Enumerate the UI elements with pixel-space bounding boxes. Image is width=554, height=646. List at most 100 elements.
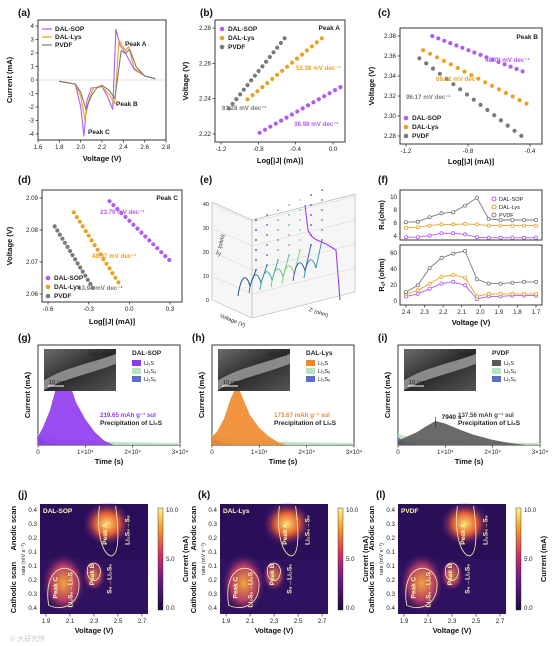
ylabel-cathodic: Cathodic scan [9, 562, 18, 614]
legend-text: Li₂S₆ [504, 377, 516, 383]
eis-point [321, 219, 323, 221]
legend-text-pvdf: PVDF [228, 44, 245, 51]
tafel-point-PVDF [65, 244, 70, 249]
tafel-point-DAL-Lys [265, 80, 270, 86]
tafel-point-PVDF [52, 224, 57, 229]
x-tick-label: 1.6 [34, 144, 43, 151]
panel-g: (g)5270 s219.65 mAh g⁻¹ sulPrecipitation… [18, 333, 189, 466]
y-tick-label: 0.1 [386, 549, 395, 556]
tafel-point-DAL-SOP [478, 52, 483, 58]
tafel-point-PVDF [519, 133, 524, 138]
tafel-point-DAL-Lys [260, 85, 265, 90]
peak-time: 7940 s [442, 414, 462, 421]
legend-dot-lys [45, 284, 51, 290]
panel-d-ylabel: Voltage (V) [5, 226, 14, 265]
tafel-point-DAL-Lys [255, 89, 260, 94]
tafel-point-PVDF [70, 253, 75, 258]
panel-e-box [211, 193, 356, 319]
legend-text-sop: DAL-SOP [499, 197, 523, 203]
tafel-point-DAL-SOP [262, 127, 268, 132]
panel-d-yticks: 2.09 2.08 2.07 2.06 [26, 195, 42, 298]
x-tick-label: 1.9 [495, 309, 504, 316]
x-tick-label: 2.2 [98, 144, 107, 151]
reaction-a: Li₂S₆→S₈ [483, 515, 490, 545]
resistance-point-DAL-Lys Rct [439, 274, 444, 279]
x-tick-label: 1.9 [400, 618, 409, 625]
tafel-point-DAL-Lys [275, 72, 280, 77]
x-tick-label: 2.5 [114, 618, 123, 625]
y-tick-label: 0.1 [386, 563, 395, 570]
panels-jkl: (j) DAL-SOP Peak A Li₂S₆→S₈ Peak B S₈→Li₂S₆ Pe… [9, 490, 548, 635]
x-tick-label: -1.2 [216, 146, 227, 153]
tafel-point-DAL-SOP [472, 50, 477, 55]
tafel-point-DAL-Lys [86, 233, 91, 238]
resistance-point-DAL-Lys R0 [510, 223, 515, 228]
colorbar-tick: 0.0 [166, 605, 175, 612]
tafel-point-PVDF [256, 68, 261, 74]
resistance-point-DAL-Lys R0 [498, 223, 503, 228]
scale-bar-label: 10 μm [409, 380, 425, 386]
panel-b-slope-lys: 52.38 mV dec⁻¹ [296, 65, 341, 72]
y-tick-label: 8 [394, 207, 398, 214]
y-tick-label: 20 [390, 282, 397, 289]
eis-point [299, 209, 301, 211]
x-tick-label: -0.3 [83, 306, 94, 313]
legend-text-lys: DAL-Lys [54, 284, 81, 291]
panel-b-ylabel: Voltage (V) [181, 61, 190, 100]
ylabel-unit: rate (mV s⁻¹) [21, 543, 27, 575]
peak-c-label: Peak C [52, 576, 59, 598]
tafel-point-DAL-Lys [309, 44, 314, 49]
xlabel: Voltage (V) [75, 626, 114, 635]
tafel-point-PVDF [88, 281, 93, 286]
peak-c-label: Peak C [232, 576, 239, 598]
resistance-point-DAL-Lys R0 [427, 223, 432, 228]
resistance-point-PVDF R0 [463, 203, 468, 208]
eis-point [277, 259, 279, 261]
panels-ghi: (g)5270 s219.65 mAh g⁻¹ sulPrecipitation… [18, 333, 549, 466]
reaction-b: S₈→Li₂S₆ [106, 564, 113, 594]
reaction-c: Li₂S₆→Li₂S [247, 571, 254, 607]
tafel-point-DAL-Lys [77, 219, 82, 224]
tafel-point-DAL-Lys [503, 90, 508, 96]
cv-curve-DAL-Lys [59, 39, 156, 121]
tafel-point-DAL-Lys [101, 257, 106, 262]
tafel-point-DAL-SOP [442, 38, 447, 43]
x-tick-label: 2.3 [270, 618, 279, 625]
panel-b-peak: Peak A [319, 25, 341, 32]
tafel-point-DAL-Lys [110, 271, 115, 276]
tafel-point-DAL-Lys [113, 275, 118, 280]
eis-point [310, 224, 312, 226]
resistance-point-PVDF R0 [439, 211, 444, 216]
tafel-point-DAL-Lys [98, 252, 103, 257]
panel-f-ylabel-bot: R꜀ₜ (ohm) [377, 258, 386, 292]
watermark: © 大研究所 [10, 634, 45, 643]
tafel-point-PVDF [238, 92, 243, 97]
x-tick-label: 0 [210, 449, 214, 456]
y-tick-label: 0.4 [208, 605, 217, 612]
tafel-point-DAL-Lys [92, 243, 97, 248]
tafel-point-DAL-SOP [284, 115, 289, 120]
tafel-point-DAL-SOP [115, 206, 120, 212]
tafel-point-DAL-Lys [107, 266, 112, 271]
ylabel: Current (mA) [197, 371, 206, 418]
panel-c-label: (c) [378, 8, 390, 19]
colorbar-tick: 5.0 [524, 556, 533, 563]
tafel-point-DAL-Lys [89, 238, 94, 243]
panel-c-legend: DAL-SOP DAL-Lys PVDF [403, 115, 442, 140]
y-tick-label: 0.3 [208, 591, 217, 598]
tafel-point-DAL-Lys [428, 51, 433, 56]
x-tick-label: 2.1 [424, 618, 433, 625]
tafel-point-DAL-SOP [300, 106, 305, 111]
tafel-point-PVDF [417, 56, 422, 61]
resistance-point-PVDF Rct [463, 248, 468, 253]
tafel-point-PVDF [60, 236, 65, 241]
y-tick-label: 0.4 [28, 507, 37, 514]
resistance-point-DAL-SOP R0 [415, 235, 420, 240]
reaction-a: Li₂S₆→S₈ [125, 515, 132, 545]
panel-a-label: (a) [18, 8, 30, 19]
panel-k: (k) DAL-Lys Peak A Li₂S₆→S₈ Peak B S₈→Li₂S₆ Pe… [189, 490, 370, 635]
grid-line [211, 299, 253, 319]
eis-point [321, 199, 323, 201]
tafel-point-DAL-SOP [273, 121, 278, 126]
panel-d-peak: Peak C [156, 195, 178, 202]
